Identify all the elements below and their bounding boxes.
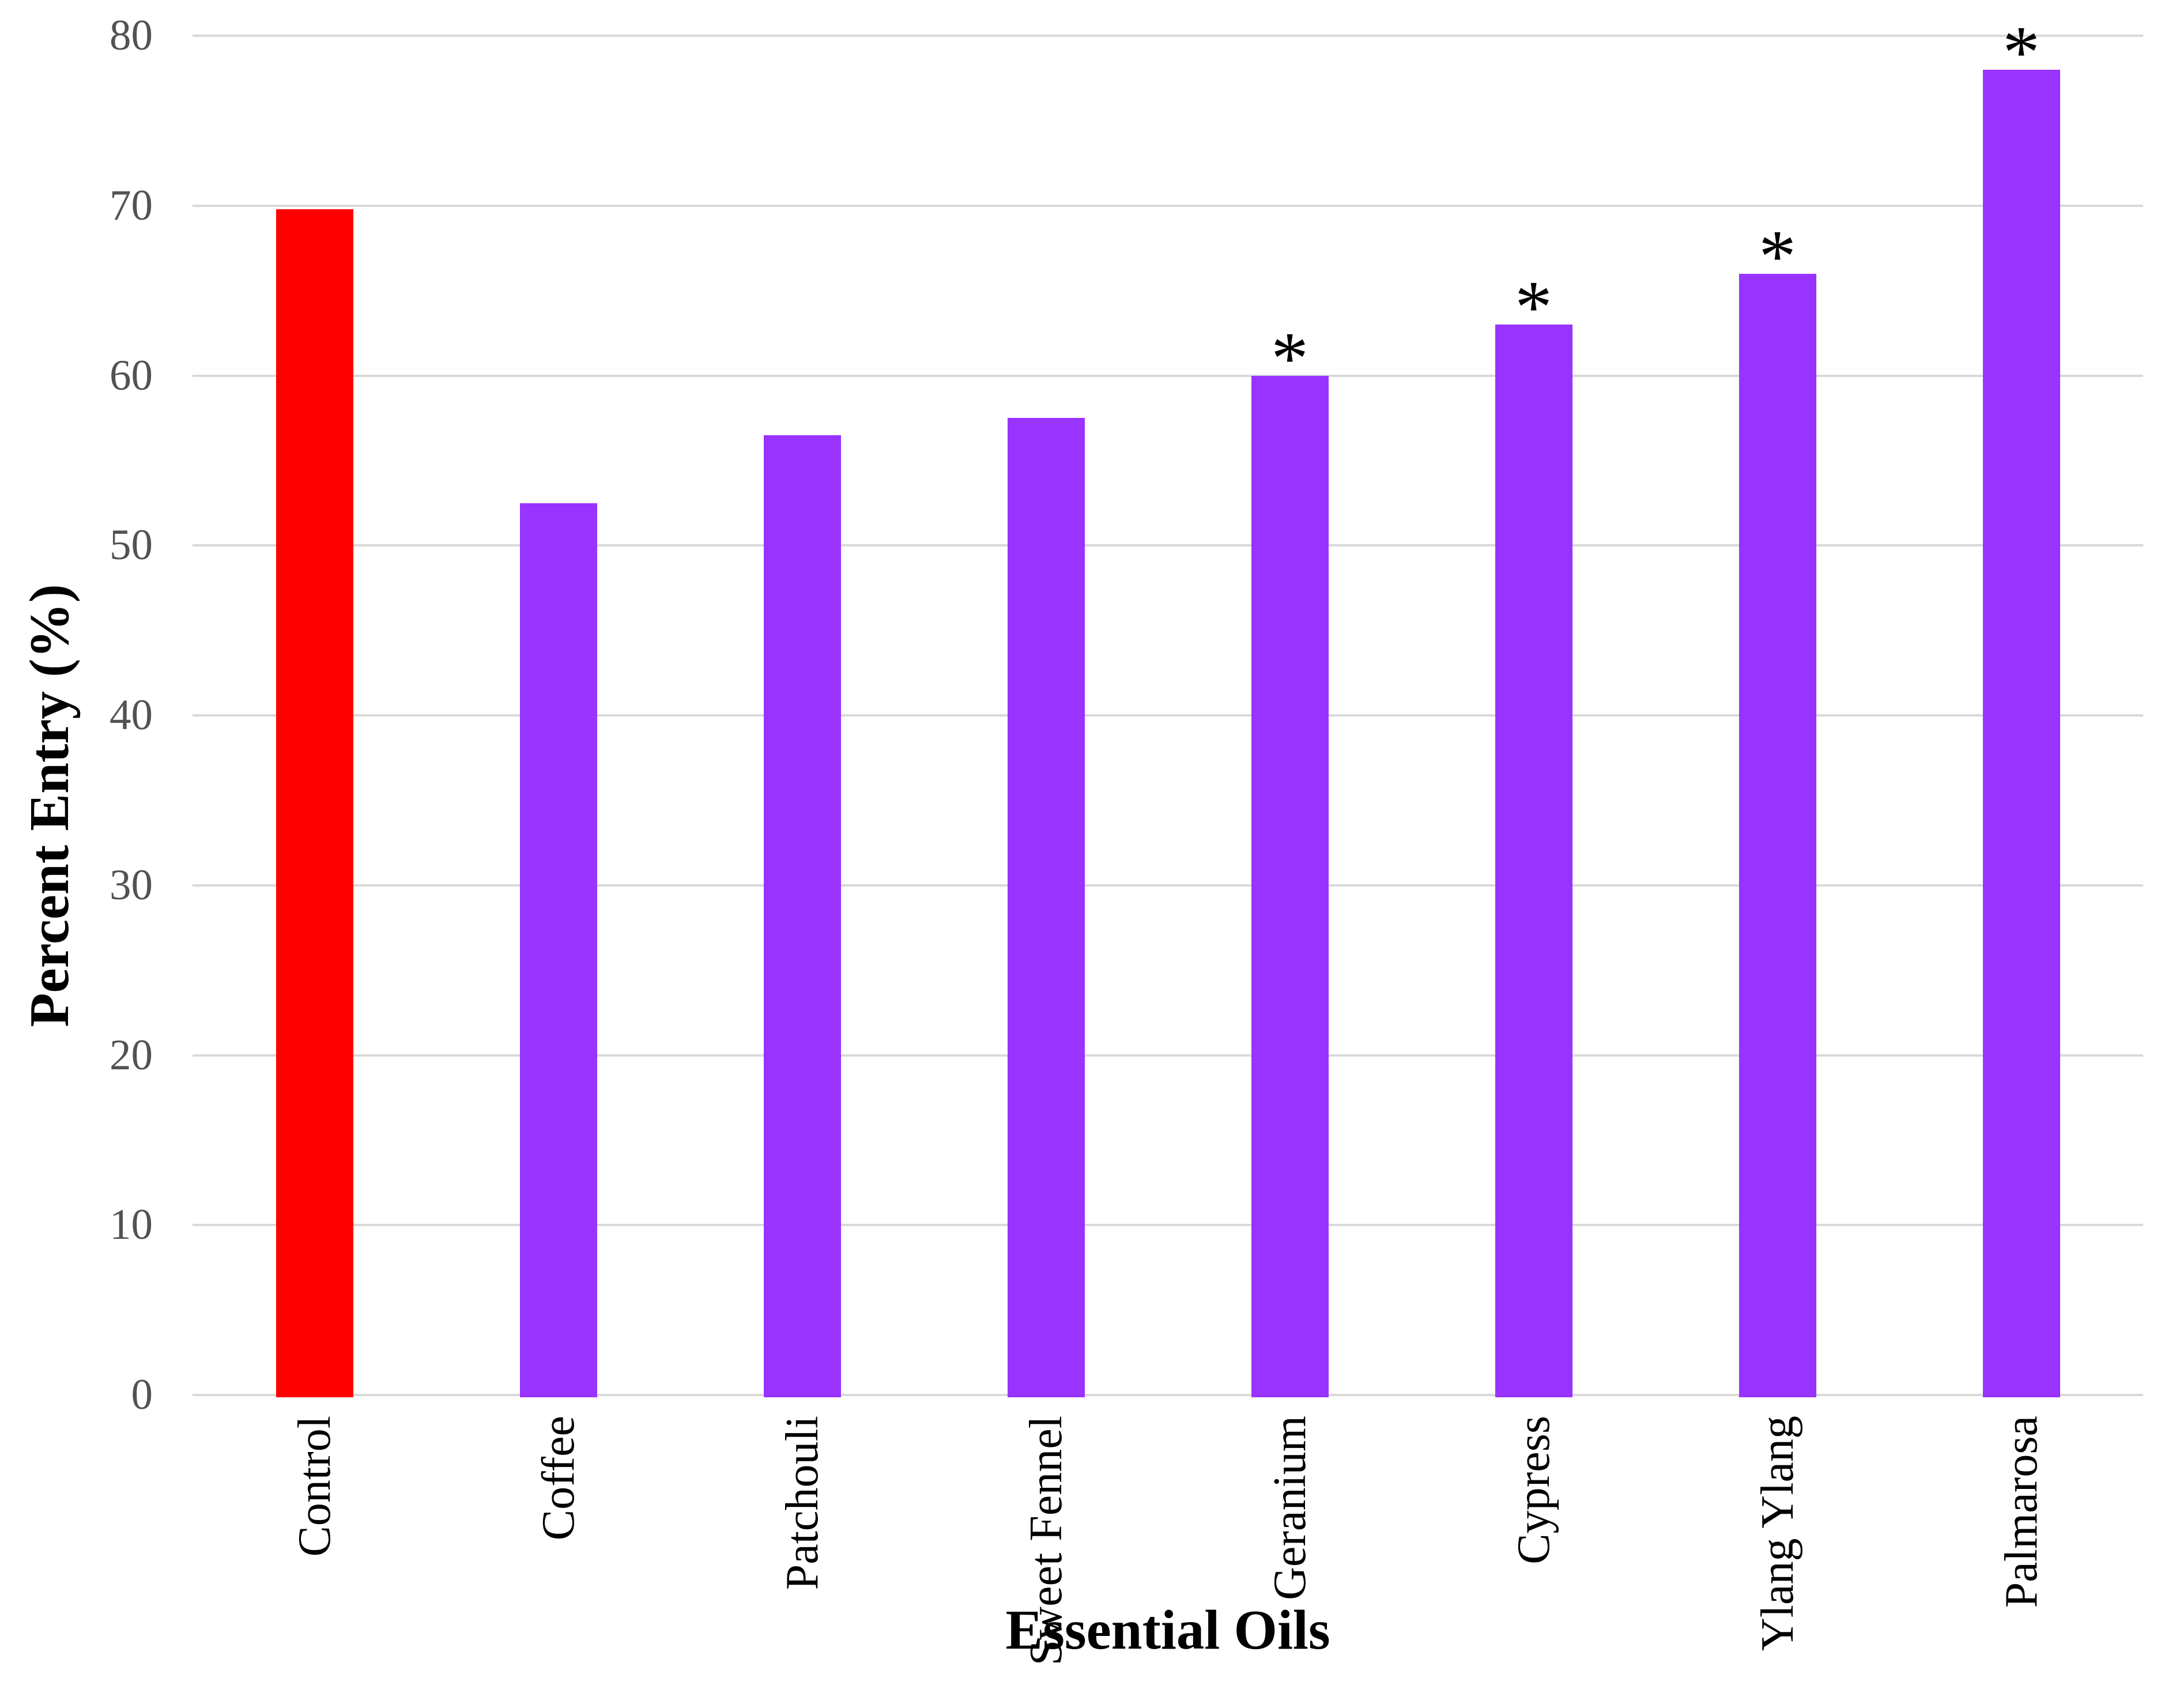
- gridline-y-80: [193, 35, 2143, 37]
- gridline-y-0: [193, 1394, 2143, 1396]
- y-tick-label-10: 10: [110, 1201, 153, 1249]
- significance-asterisk-ylang-ylang: *: [1759, 214, 1796, 298]
- x-axis-title-text: Essential Oils: [1005, 1599, 1330, 1661]
- bar-control: [276, 209, 353, 1397]
- bar-geranium: [1251, 375, 1329, 1397]
- y-tick-label-30: 30: [110, 861, 153, 909]
- y-tick-label-60: 60: [110, 351, 153, 399]
- y-axis-title: Percent Entry (%): [0, 36, 98, 1575]
- y-tick-label-70: 70: [110, 181, 153, 229]
- bar-coffee: [519, 503, 597, 1397]
- gridline-y-30: [193, 884, 2143, 887]
- significance-asterisk-geranium: *: [1271, 316, 1308, 400]
- y-tick-label-0: 0: [131, 1371, 153, 1419]
- bar-palmarosa: [1982, 69, 2060, 1397]
- x-tick-label-geranium: Geranium: [1264, 1416, 1315, 1600]
- y-tick-label-50: 50: [110, 521, 153, 570]
- y-axis-title-text: Percent Entry (%): [18, 583, 80, 1027]
- y-tick-label-40: 40: [110, 691, 153, 739]
- gridline-y-60: [193, 374, 2143, 377]
- bar-patchouli: [763, 435, 841, 1397]
- gridline-y-70: [193, 204, 2143, 207]
- significance-asterisk-cypress: *: [1515, 266, 1552, 349]
- y-tick-label-80: 80: [110, 12, 153, 59]
- significance-asterisk-palmarosa: *: [2002, 10, 2040, 94]
- gridline-y-40: [193, 714, 2143, 717]
- bar-ylang-ylang: [1738, 273, 1816, 1397]
- gridline-y-10: [193, 1224, 2143, 1227]
- x-tick-label-patchouli: Patchouli: [776, 1416, 828, 1590]
- x-tick-label-control: Control: [289, 1416, 340, 1557]
- x-tick-label-palmarosa: Palmarosa: [1996, 1416, 2047, 1608]
- y-tick-label-20: 20: [110, 1031, 153, 1079]
- x-axis-title: Essential Oils: [193, 1598, 2143, 1662]
- bar-sweet-fennel: [1007, 418, 1085, 1397]
- gridline-y-50: [193, 544, 2143, 547]
- x-tick-label-coffee: Coffee: [533, 1416, 584, 1541]
- bar-cypress: [1495, 325, 1572, 1397]
- gridline-y-20: [193, 1054, 2143, 1057]
- x-tick-label-cypress: Cypress: [1508, 1416, 1559, 1564]
